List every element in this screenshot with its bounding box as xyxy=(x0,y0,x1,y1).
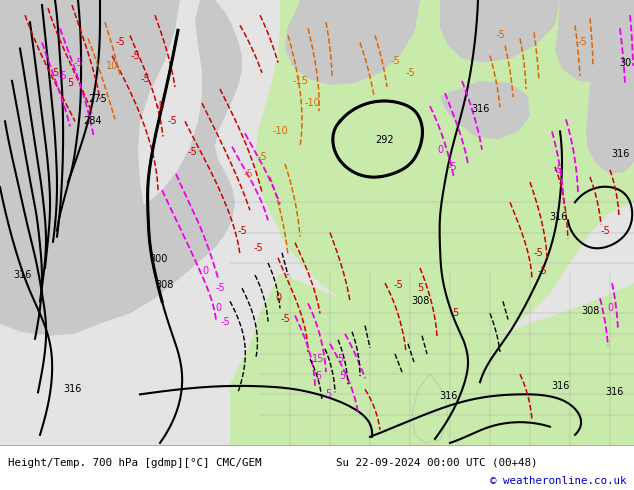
Text: 0: 0 xyxy=(202,266,208,276)
Polygon shape xyxy=(412,374,448,443)
Polygon shape xyxy=(0,0,180,336)
Text: -5: -5 xyxy=(187,147,197,157)
Text: 0: 0 xyxy=(275,294,281,303)
Text: 0: 0 xyxy=(215,303,221,314)
Text: -5: -5 xyxy=(237,225,247,236)
Text: 292: 292 xyxy=(376,135,394,145)
Text: -5: -5 xyxy=(390,56,400,66)
Text: -10: -10 xyxy=(272,126,288,136)
Text: -5: -5 xyxy=(57,71,67,81)
Text: -5: -5 xyxy=(220,317,230,326)
Text: 316: 316 xyxy=(551,381,569,392)
Text: -5: -5 xyxy=(553,165,563,175)
Text: 316: 316 xyxy=(63,384,81,394)
Text: -5: -5 xyxy=(405,68,415,78)
Text: 15: 15 xyxy=(312,354,324,364)
Text: 308: 308 xyxy=(156,280,174,290)
Text: -5: -5 xyxy=(130,50,140,61)
Text: -5: -5 xyxy=(577,37,587,48)
Polygon shape xyxy=(586,61,634,174)
Polygon shape xyxy=(285,0,420,85)
Text: 316: 316 xyxy=(439,392,457,401)
Text: -5: -5 xyxy=(73,58,83,68)
Text: 5: 5 xyxy=(325,390,331,399)
Text: 316: 316 xyxy=(611,148,629,159)
Text: -15: -15 xyxy=(292,76,308,86)
Polygon shape xyxy=(440,81,530,140)
Text: 316: 316 xyxy=(13,270,31,280)
Text: -5: -5 xyxy=(447,162,457,172)
Text: -5: -5 xyxy=(537,266,547,276)
Text: -5: -5 xyxy=(257,152,267,162)
Text: 0: 0 xyxy=(437,145,443,155)
Text: -5: -5 xyxy=(167,116,177,126)
Text: Su 22-09-2024 00:00 UTC (00+48): Su 22-09-2024 00:00 UTC (00+48) xyxy=(336,458,538,468)
Text: -5: -5 xyxy=(393,280,403,290)
Text: Height/Temp. 700 hPa [gdmp][°C] CMC/GEM: Height/Temp. 700 hPa [gdmp][°C] CMC/GEM xyxy=(8,458,261,468)
Text: 5: 5 xyxy=(315,371,321,381)
Text: 284: 284 xyxy=(83,116,101,126)
Text: 316: 316 xyxy=(471,104,489,114)
Text: -5: -5 xyxy=(155,101,165,111)
Text: 5: 5 xyxy=(67,78,73,88)
Text: 300: 300 xyxy=(149,254,167,264)
Text: 30: 30 xyxy=(619,58,631,68)
Polygon shape xyxy=(0,0,242,336)
Text: 308: 308 xyxy=(581,306,599,317)
Text: 5: 5 xyxy=(339,371,345,381)
Polygon shape xyxy=(555,0,634,83)
Text: -5: -5 xyxy=(280,314,290,323)
Text: -5: -5 xyxy=(533,248,543,258)
Text: 5: 5 xyxy=(452,309,458,318)
Text: 5: 5 xyxy=(337,354,343,364)
Text: -5: -5 xyxy=(600,225,610,236)
Text: 308: 308 xyxy=(411,296,429,306)
Text: -5: -5 xyxy=(140,74,150,84)
Text: -5: -5 xyxy=(115,37,125,48)
Polygon shape xyxy=(440,0,560,63)
Text: 275: 275 xyxy=(89,94,107,104)
Text: -5: -5 xyxy=(495,30,505,40)
Text: -5: -5 xyxy=(253,243,263,253)
Text: © weatheronline.co.uk: © weatheronline.co.uk xyxy=(490,476,626,486)
Text: 10: 10 xyxy=(106,61,118,71)
Text: 5: 5 xyxy=(417,283,423,293)
Text: -5: -5 xyxy=(215,283,225,293)
Text: 316: 316 xyxy=(549,212,567,222)
Text: 316: 316 xyxy=(606,387,624,397)
Polygon shape xyxy=(180,0,634,349)
Text: 0: 0 xyxy=(607,303,613,314)
Text: 5: 5 xyxy=(52,68,58,78)
Polygon shape xyxy=(0,0,60,131)
Text: -10: -10 xyxy=(304,98,320,108)
Text: -5: -5 xyxy=(243,169,253,179)
Polygon shape xyxy=(230,273,634,445)
